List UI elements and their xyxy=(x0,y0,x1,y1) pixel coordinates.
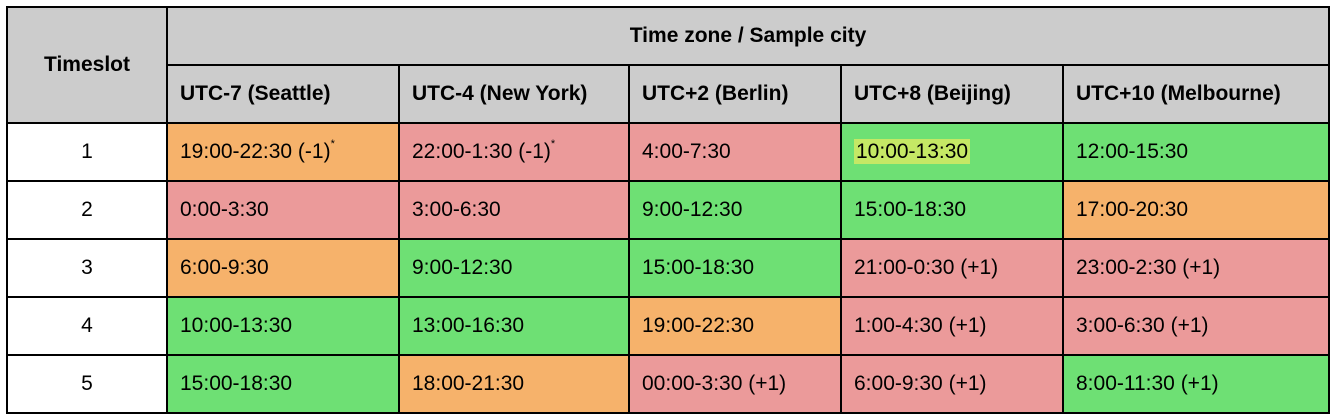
timeslot-number: 4 xyxy=(6,296,168,356)
time-range-text: 0:00-3:30 xyxy=(180,198,269,221)
time-cell: 17:00-20:30 xyxy=(1061,180,1331,240)
table-row: 1 19:00-22:30 (-1)* 22:00-1:30 (-1)* 4:00-7… xyxy=(6,122,1331,182)
time-cell: 23:00-2:30 (+1) xyxy=(1061,238,1331,298)
column-header-utc-plus-8: UTC+8 (Beijing) xyxy=(840,64,1064,124)
time-range-text: 18:00-21:30 xyxy=(412,372,525,395)
time-range-text: 15:00-18:30 xyxy=(642,256,755,279)
time-cell: 00:00-3:30 (+1) xyxy=(628,354,842,414)
time-range-text: 17:00-20:30 xyxy=(1076,198,1189,221)
time-cell: 6:00-9:30 (+1) xyxy=(840,354,1064,414)
time-cell: 22:00-1:30 (-1)* xyxy=(398,122,630,182)
time-range-text: 19:00-22:30 xyxy=(642,314,755,337)
timeslot-number: 5 xyxy=(6,354,168,414)
footnote-marker: * xyxy=(550,138,556,150)
time-cell: 4:00-7:30 xyxy=(628,122,842,182)
timeslot-header: Timeslot xyxy=(6,6,168,124)
time-cell: 0:00-3:30 xyxy=(166,180,400,240)
timeslot-number: 3 xyxy=(6,238,168,298)
column-header-utc-plus-2: UTC+2 (Berlin) xyxy=(628,64,842,124)
timeslot-table: Timeslot Time zone / Sample city UTC-7 (… xyxy=(6,6,1331,414)
timeslot-number: 2 xyxy=(6,180,168,240)
time-cell: 15:00-18:30 xyxy=(840,180,1064,240)
time-cell: 3:00-6:30 xyxy=(398,180,630,240)
time-range-text: 3:00-6:30 (+1) xyxy=(1076,314,1209,337)
time-range-text: 4:00-7:30 xyxy=(642,140,731,163)
time-cell: 15:00-18:30 xyxy=(628,238,842,298)
table-row: 5 15:00-18:30 18:00-21:30 00:00-3:30 (+1) 6:… xyxy=(6,354,1331,414)
time-cell: 10:00-13:30 xyxy=(840,122,1064,182)
table-body: 1 19:00-22:30 (-1)* 22:00-1:30 (-1)* 4:00-7… xyxy=(6,122,1331,414)
time-range-text: 10:00-13:30 xyxy=(180,314,293,337)
time-cell: 12:00-15:30 xyxy=(1061,122,1331,182)
column-header-utc-minus-7: UTC-7 (Seattle) xyxy=(166,64,400,124)
column-header-utc-plus-10: UTC+10 (Melbourne) xyxy=(1061,64,1331,124)
time-cell: 18:00-21:30 xyxy=(398,354,630,414)
header-row-columns: UTC-7 (Seattle) UTC-4 (New York) UTC+2 (… xyxy=(7,64,1331,124)
time-range-text: 21:00-0:30 (+1) xyxy=(854,256,999,279)
time-cell: 6:00-9:30 xyxy=(166,238,400,298)
timezone-group-header: Time zone / Sample city xyxy=(165,6,1331,66)
time-range-text: 13:00-16:30 xyxy=(412,314,525,337)
time-cell: 15:00-18:30 xyxy=(166,354,400,414)
time-range-text: 6:00-9:30 xyxy=(180,256,269,279)
time-cell: 3:00-6:30 (+1) xyxy=(1061,296,1331,356)
time-range-text: 8:00-11:30 (+1) xyxy=(1076,372,1219,395)
table-row: 3 6:00-9:30 9:00-12:30 15:00-18:30 21:00-0:3… xyxy=(6,238,1331,298)
time-range-text: 1:00-4:30 (+1) xyxy=(854,314,987,337)
time-cell: 19:00-22:30 xyxy=(628,296,842,356)
time-range-text: 10:00-13:30 xyxy=(854,139,971,164)
time-cell: 8:00-11:30 (+1) xyxy=(1061,354,1331,414)
time-range-text: 19:00-22:30 (-1) xyxy=(180,140,331,163)
footnote-marker: * xyxy=(330,138,335,150)
time-range-text: 15:00-18:30 xyxy=(180,372,293,395)
time-range-text: 6:00-9:30 (+1) xyxy=(854,372,987,395)
column-header-utc-minus-4: UTC-4 (New York) xyxy=(398,64,630,124)
timeslot-number: 1 xyxy=(6,122,168,182)
time-range-text: 15:00-18:30 xyxy=(854,198,967,221)
time-cell: 1:00-4:30 (+1) xyxy=(840,296,1064,356)
header-row-group: Timeslot Time zone / Sample city xyxy=(6,6,1331,124)
time-range-text: 23:00-2:30 (+1) xyxy=(1076,256,1221,279)
time-cell: 19:00-22:30 (-1)* xyxy=(166,122,400,182)
time-cell: 10:00-13:30 xyxy=(166,296,400,356)
time-range-text: 22:00-1:30 (-1) xyxy=(412,140,551,163)
table-row: 4 10:00-13:30 13:00-16:30 19:00-22:30 1:00-4… xyxy=(6,296,1331,356)
time-range-text: 00:00-3:30 (+1) xyxy=(642,372,787,395)
time-range-text: 12:00-15:30 xyxy=(1076,140,1189,163)
table-row: 2 0:00-3:30 3:00-6:30 9:00-12:30 15:00-18:30… xyxy=(6,180,1331,240)
time-cell: 9:00-12:30 xyxy=(398,238,630,298)
time-cell: 21:00-0:30 (+1) xyxy=(840,238,1064,298)
time-range-text: 9:00-12:30 xyxy=(412,256,513,279)
time-cell: 9:00-12:30 xyxy=(628,180,842,240)
time-cell: 13:00-16:30 xyxy=(398,296,630,356)
time-range-text: 9:00-12:30 xyxy=(642,198,743,221)
time-range-text: 3:00-6:30 xyxy=(412,198,501,221)
